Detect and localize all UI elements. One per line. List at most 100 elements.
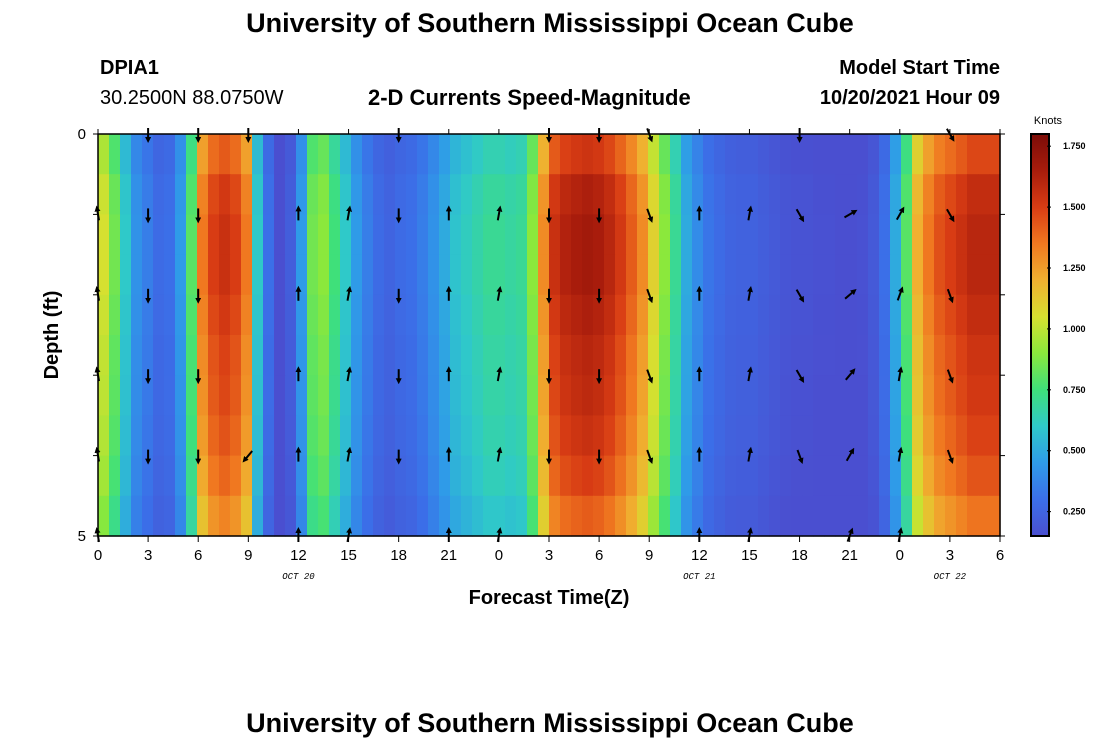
heatmap-cell [450,335,462,376]
heatmap-cell [626,375,638,416]
heatmap-cell [428,375,440,416]
heatmap-cell [406,415,418,457]
heatmap-cell [307,495,319,537]
heatmap-cell [296,415,308,457]
current-arrow [897,366,904,382]
heatmap-cell [967,134,979,175]
heatmap-cell [263,375,275,416]
heatmap-cell [758,335,770,376]
current-arrow [895,206,905,221]
heatmap-cell [351,254,363,296]
heatmap-cell [692,254,704,296]
heatmap-cell [373,335,385,376]
heatmap-cell [659,335,671,376]
current-arrow [646,208,654,223]
heatmap-cell [307,174,319,215]
heatmap-cell [582,455,594,497]
heatmap-cell [296,375,308,416]
heatmap-cell [230,455,242,497]
heatmap-cell [780,214,792,256]
heatmap-cell [153,455,165,497]
heatmap-cell [747,335,759,376]
heatmap-cell [857,214,869,256]
heatmap-cell [505,335,517,376]
heatmap-cell [868,254,880,296]
heatmap-cell [758,134,770,175]
colorbar-tick-label: 0.500 [1063,446,1086,456]
heatmap-cell [648,294,660,336]
heatmap-cell [725,214,737,256]
heatmap-cell [340,214,352,256]
heatmap-cell [956,294,968,336]
heatmap-cell [725,335,737,376]
heatmap-cell [285,214,297,256]
heatmap-cell [846,254,858,296]
heatmap-cell [219,134,231,175]
heatmap-cell [263,415,275,457]
heatmap-cell [736,375,748,416]
heatmap-cell [648,495,660,537]
heatmap-cell [373,455,385,497]
heatmap-cell [857,134,869,175]
heatmap-cell [175,294,187,336]
heatmap-cell [120,415,132,457]
colorbar-gradient [1030,133,1050,537]
heatmap-cell [835,174,847,215]
heatmap-cell [604,214,616,256]
heatmap-cell [967,375,979,416]
colorbar-tick-label: 1.000 [1063,324,1086,334]
heatmap-cell [329,415,341,457]
heatmap-cell [989,174,1001,215]
heatmap-cell [736,134,748,175]
heatmap-cell [857,335,869,376]
heatmap-cell [120,495,132,537]
heatmap-cell [351,335,363,376]
heatmap-cell [637,254,649,296]
heatmap-cell [307,375,319,416]
heatmap-cell [978,335,990,376]
heatmap-cell [109,254,121,296]
heatmap-cell [494,174,506,215]
heatmap-cell [406,495,418,537]
x-tick-label: 21 [841,547,858,564]
current-arrow [946,449,954,465]
heatmap-cell [351,294,363,336]
heatmap-cell [890,335,902,376]
heatmap-cell [670,214,682,256]
heatmap-cell [813,254,825,296]
heatmap-cell [538,214,550,256]
heatmap-cell [923,455,935,497]
heatmap-cell [747,375,759,416]
heatmap-cell [318,375,330,416]
heatmap-cell [758,415,770,457]
heatmap-cell [703,294,715,336]
heatmap-cell [670,174,682,215]
heatmap-cell [802,455,814,497]
heatmap-cell [538,335,550,376]
heatmap-cell [835,214,847,256]
heatmap-cell [692,455,704,497]
heatmap-cell [461,294,473,336]
heatmap-cell [769,214,781,256]
heatmap-cell [846,455,858,497]
heatmap-cell [417,134,429,175]
heatmap-cell [934,214,946,256]
heatmap-cell [846,214,858,256]
heatmap-cell [351,415,363,457]
heatmap-cell [560,214,572,256]
heatmap-cell [197,214,209,256]
heatmap-cell [109,174,121,215]
heatmap-cell [978,214,990,256]
heatmap-cell [208,174,220,215]
heatmap-cell [780,415,792,457]
heatmap-cell [846,495,858,537]
heatmap-cell [604,335,616,376]
current-arrow [845,368,856,381]
heatmap-cell [868,294,880,336]
heatmap-cell [230,214,242,256]
heatmap-cell [98,375,110,416]
heatmap-cell [824,214,836,256]
heatmap-cell [219,294,231,336]
heatmap-cell [527,254,539,296]
heatmap-cell [791,335,803,376]
